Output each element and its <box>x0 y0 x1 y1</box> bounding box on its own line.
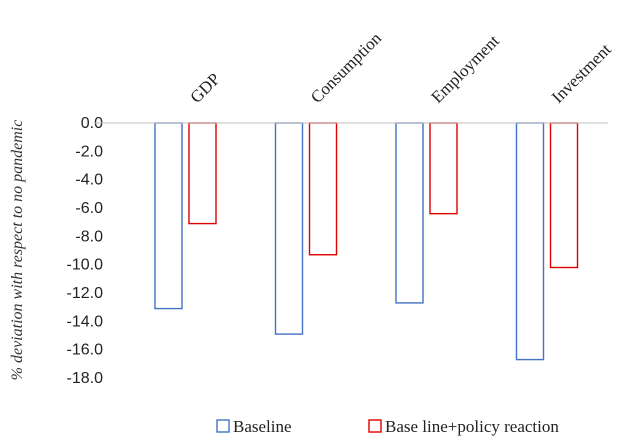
legend-label-policy: Base line+policy reaction <box>385 417 559 436</box>
y-tick-label: -16.0 <box>67 342 104 359</box>
y-axis-label: % deviation with respect to no pandemic <box>9 120 26 381</box>
category-label-employment: Employment <box>427 31 503 107</box>
y-tick-label: 0.0 <box>81 115 103 132</box>
y-tick-label: -12.0 <box>67 285 104 302</box>
category-label-consumption: Consumption <box>307 28 386 107</box>
y-tick-label: -18.0 <box>67 370 104 387</box>
category-label-investment: Investment <box>548 40 615 107</box>
bar-baseline-consumption <box>274 122 304 335</box>
bar-policy-gdp <box>188 122 217 225</box>
bar-baseline-investment <box>515 122 545 361</box>
legend: Baseline Base line+policy reaction <box>216 417 559 436</box>
legend-swatch-baseline <box>216 419 230 433</box>
category-label-gdp: GDP <box>186 69 223 106</box>
y-tick-label: -6.0 <box>75 200 103 217</box>
bar-baseline-gdp <box>154 122 183 310</box>
bar-policy-investment <box>549 122 579 269</box>
y-tick-label: -10.0 <box>67 257 104 274</box>
legend-swatch-policy <box>368 419 382 433</box>
bar-baseline-employment <box>395 122 424 304</box>
y-tick-label: -2.0 <box>75 143 103 160</box>
legend-label-baseline: Baseline <box>233 417 292 436</box>
y-tick-label: -8.0 <box>75 228 103 245</box>
bar-policy-consumption <box>308 122 338 256</box>
y-axis-ticks: 0.0 -2.0 -4.0 -6.0 -8.0 -10.0 -12.0 -14.0 -16.0 -… <box>67 115 104 387</box>
y-tick-label: -4.0 <box>75 172 103 189</box>
bar-policy-employment <box>429 122 458 215</box>
y-tick-label: -14.0 <box>67 313 104 330</box>
bars <box>154 122 579 361</box>
category-labels: GDP Consumption Employment Investment <box>186 28 615 107</box>
